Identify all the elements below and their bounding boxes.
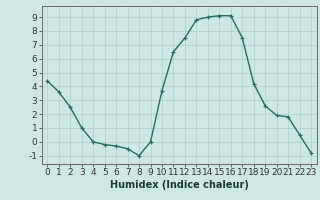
X-axis label: Humidex (Indice chaleur): Humidex (Indice chaleur)	[110, 180, 249, 190]
